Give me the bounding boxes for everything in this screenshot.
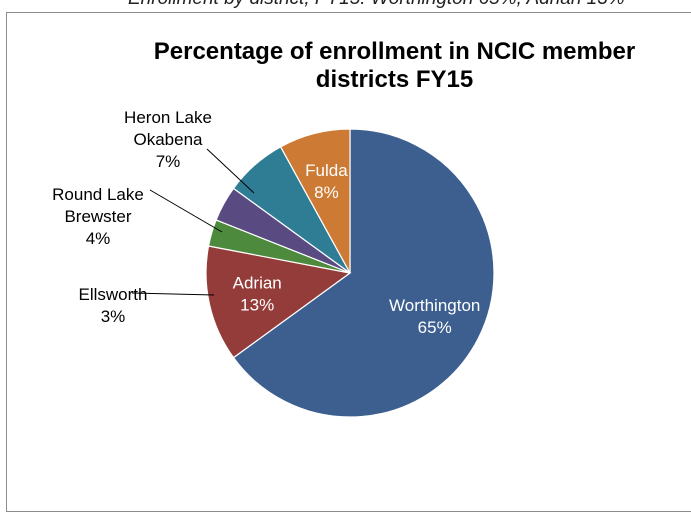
slice-label: Worthington 65% xyxy=(389,296,480,337)
leader-line xyxy=(206,148,255,194)
slice-label: Adrian 13% xyxy=(233,274,282,315)
chart-title-line-1: Percentage of enrollment in NCIC member xyxy=(153,38,636,65)
pie-slice xyxy=(205,245,352,359)
leader-line xyxy=(149,189,223,233)
slice-label: Ellsworth 3% xyxy=(79,285,148,326)
slice-label: Round Lake Brewster 4% xyxy=(52,185,144,248)
pie-slice xyxy=(232,128,495,418)
slice-label: Fulda 8% xyxy=(305,161,348,202)
leader-line xyxy=(131,292,215,296)
chart-title: Percentage of enrollment in NCIC member … xyxy=(0,38,691,94)
top-caption-strip: Enrollment by district, FY15: Worthingto… xyxy=(0,0,691,10)
pie-slice xyxy=(279,128,351,274)
slice-label: Heron Lake Okabena 7% xyxy=(124,108,212,171)
chart-title-line-2: districts FY15 xyxy=(315,66,474,93)
top-caption: Enrollment by district, FY15: Worthingto… xyxy=(128,0,625,10)
